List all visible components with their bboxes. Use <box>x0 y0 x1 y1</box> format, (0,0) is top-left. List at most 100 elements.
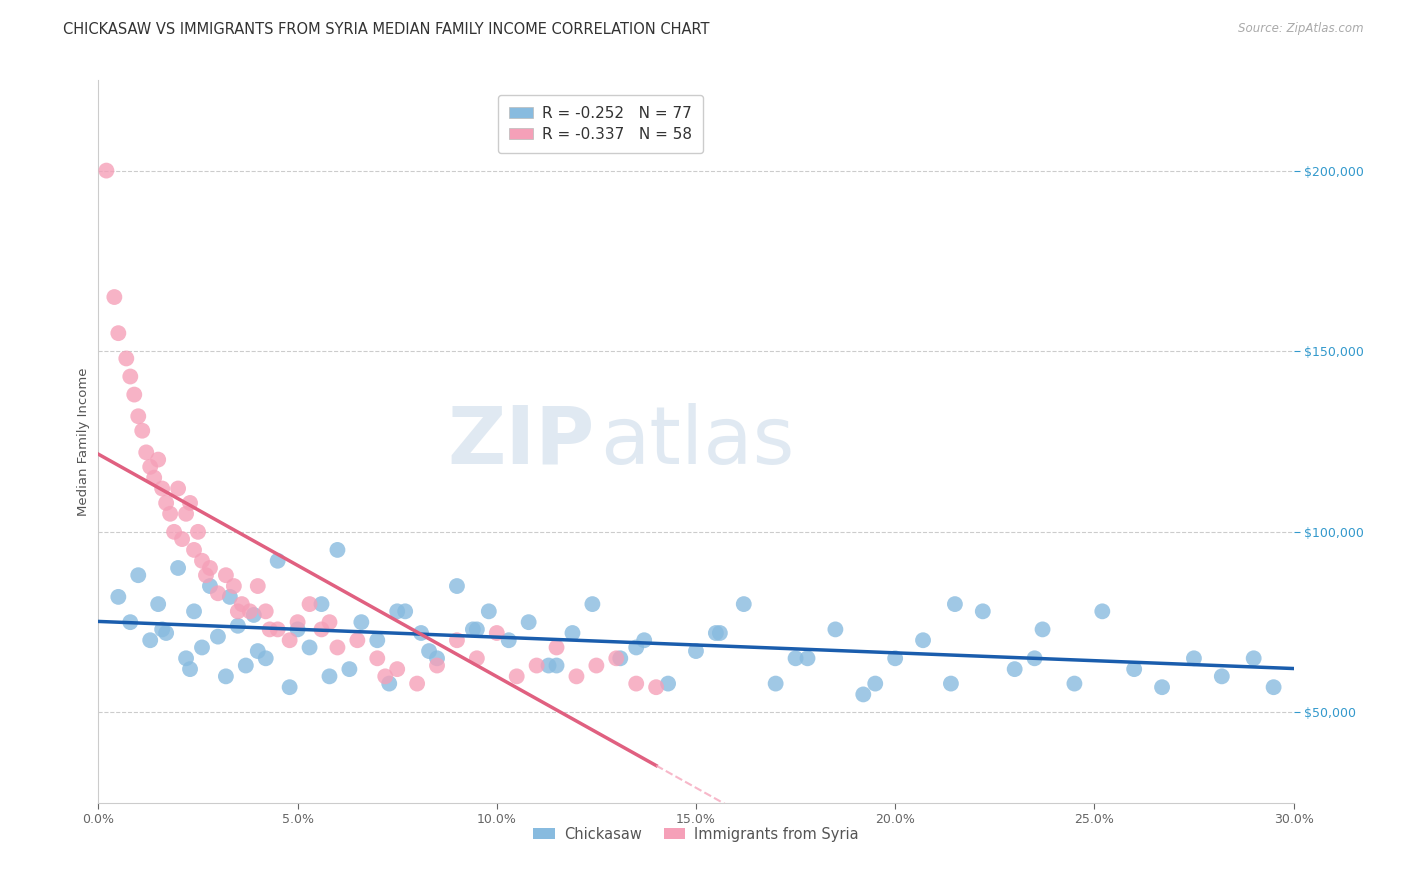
Point <box>626 676 648 690</box>
Point <box>1063 676 1085 690</box>
Point <box>852 687 875 701</box>
Point <box>526 658 548 673</box>
Point <box>124 387 146 401</box>
Point <box>167 561 190 575</box>
Point <box>246 644 269 658</box>
Point <box>824 623 846 637</box>
Point <box>546 640 568 655</box>
Point <box>884 651 907 665</box>
Point <box>183 542 205 557</box>
Point <box>311 597 333 611</box>
Point <box>426 658 449 673</box>
Point <box>135 445 157 459</box>
Point <box>385 604 409 618</box>
Point <box>517 615 540 630</box>
Point <box>298 597 321 611</box>
Point <box>198 561 221 575</box>
Point <box>645 680 668 694</box>
Point <box>485 626 508 640</box>
Point <box>226 604 249 618</box>
Point <box>465 651 488 665</box>
Point <box>785 651 807 665</box>
Point <box>226 619 249 633</box>
Point <box>148 597 170 611</box>
Point <box>150 623 173 637</box>
Point <box>478 604 501 618</box>
Point <box>626 640 648 655</box>
Point <box>298 640 321 655</box>
Point <box>143 470 166 484</box>
Point <box>394 604 416 618</box>
Point <box>657 676 679 690</box>
Point <box>796 651 818 665</box>
Point <box>565 669 588 683</box>
Point <box>418 644 440 658</box>
Point <box>326 640 349 655</box>
Text: ZIP: ZIP <box>447 402 595 481</box>
Point <box>174 507 197 521</box>
Point <box>267 623 290 637</box>
Point <box>222 579 245 593</box>
Point <box>704 626 727 640</box>
Point <box>498 633 520 648</box>
Point <box>537 658 560 673</box>
Point <box>150 482 173 496</box>
Point <box>765 676 787 690</box>
Point <box>139 459 162 474</box>
Y-axis label: Median Family Income: Median Family Income <box>77 368 90 516</box>
Point <box>187 524 209 539</box>
Point <box>191 640 214 655</box>
Point <box>127 409 149 424</box>
Point <box>195 568 218 582</box>
Point <box>107 326 129 340</box>
Point <box>1243 651 1265 665</box>
Point <box>207 586 229 600</box>
Point <box>1024 651 1046 665</box>
Point <box>939 676 962 690</box>
Point <box>155 496 177 510</box>
Point <box>366 633 388 648</box>
Point <box>191 554 214 568</box>
Point <box>163 524 186 539</box>
Point <box>287 615 309 630</box>
Point <box>1123 662 1146 676</box>
Point <box>231 597 253 611</box>
Point <box>585 658 607 673</box>
Point <box>1004 662 1026 676</box>
Point <box>426 651 449 665</box>
Point <box>115 351 138 366</box>
Point <box>287 623 309 637</box>
Point <box>172 532 194 546</box>
Point <box>865 676 887 690</box>
Point <box>1091 604 1114 618</box>
Point <box>350 615 373 630</box>
Point <box>103 290 125 304</box>
Point <box>179 662 201 676</box>
Point <box>374 669 396 683</box>
Point <box>215 669 238 683</box>
Point <box>198 579 221 593</box>
Point <box>267 554 290 568</box>
Text: CHICKASAW VS IMMIGRANTS FROM SYRIA MEDIAN FAMILY INCOME CORRELATION CHART: CHICKASAW VS IMMIGRANTS FROM SYRIA MEDIA… <box>63 22 710 37</box>
Point <box>318 669 340 683</box>
Text: atlas: atlas <box>600 402 794 481</box>
Point <box>465 623 488 637</box>
Legend: Chickasaw, Immigrants from Syria: Chickasaw, Immigrants from Syria <box>527 821 865 847</box>
Point <box>339 662 361 676</box>
Point <box>235 658 257 673</box>
Point <box>561 626 583 640</box>
Point <box>159 507 181 521</box>
Point <box>127 568 149 582</box>
Point <box>183 604 205 618</box>
Point <box>605 651 627 665</box>
Point <box>446 579 468 593</box>
Point <box>131 424 153 438</box>
Point <box>96 163 118 178</box>
Point <box>139 633 162 648</box>
Point <box>461 623 484 637</box>
Point <box>219 590 242 604</box>
Point <box>546 658 568 673</box>
Point <box>506 669 529 683</box>
Point <box>148 452 170 467</box>
Point <box>120 369 142 384</box>
